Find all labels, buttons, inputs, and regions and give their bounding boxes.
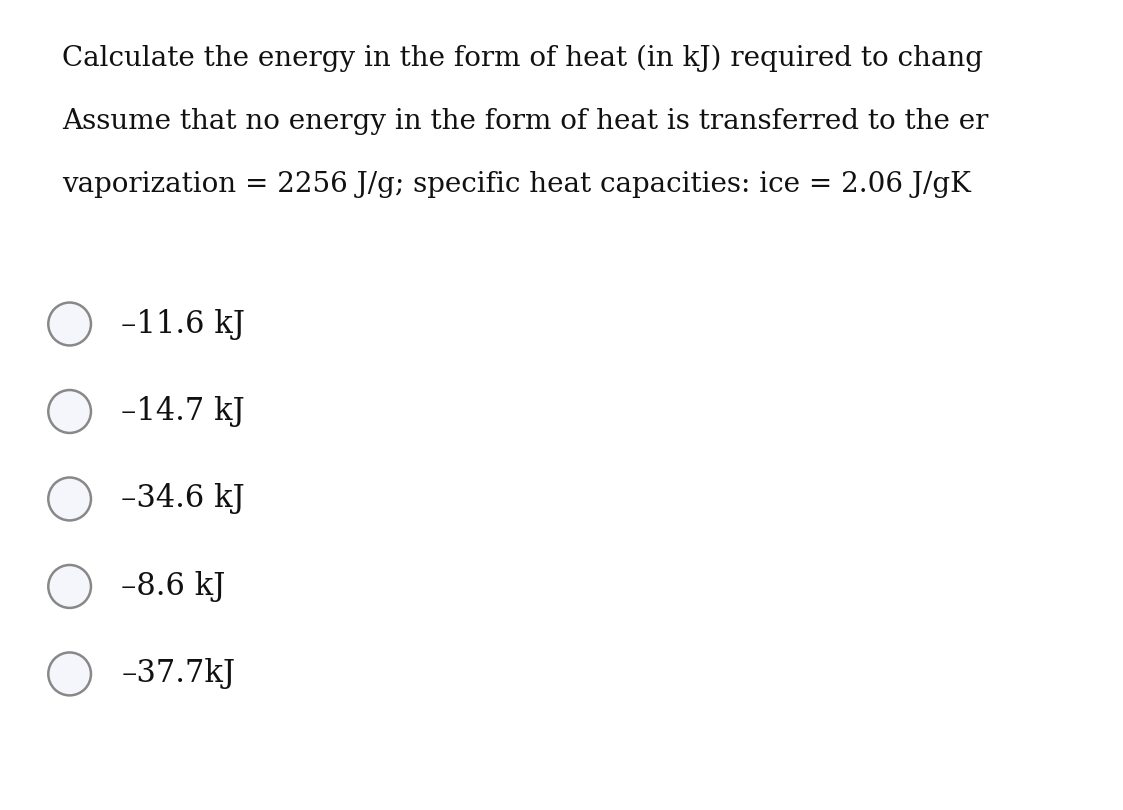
Text: Calculate the energy in the form of heat (in kJ) required to chang: Calculate the energy in the form of heat… (62, 45, 983, 72)
Ellipse shape (48, 390, 91, 433)
Text: –34.6 kJ: –34.6 kJ (121, 484, 245, 514)
Text: vaporization = 2256 J/g; specific heat capacities: ice = 2.06 J/gK: vaporization = 2256 J/g; specific heat c… (62, 171, 970, 198)
Text: –14.7 kJ: –14.7 kJ (121, 396, 245, 427)
Text: –8.6 kJ: –8.6 kJ (121, 571, 226, 602)
Ellipse shape (48, 565, 91, 608)
Ellipse shape (48, 303, 91, 345)
Ellipse shape (48, 478, 91, 520)
Ellipse shape (48, 653, 91, 695)
Text: Assume that no energy in the form of heat is transferred to the er: Assume that no energy in the form of hea… (62, 108, 988, 134)
Text: –37.7kJ: –37.7kJ (121, 659, 236, 689)
Text: –11.6 kJ: –11.6 kJ (121, 309, 245, 339)
